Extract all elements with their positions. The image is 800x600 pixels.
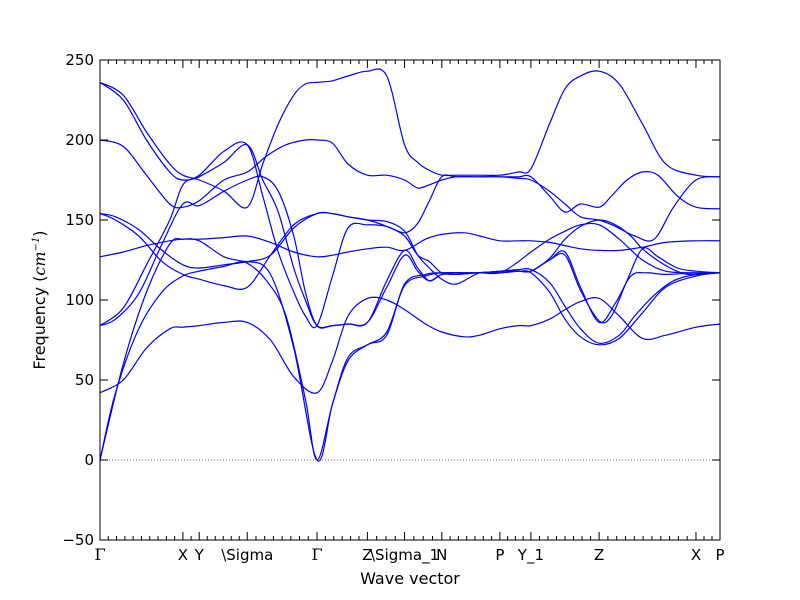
band-line-2 xyxy=(99,237,721,461)
x-tick-label-2: X xyxy=(178,546,188,564)
band-line-6 xyxy=(99,212,721,290)
y-tick-label-50: 50 xyxy=(75,371,94,389)
y-axis-title-text: Frequency ( xyxy=(30,276,49,370)
x-tick-label-7: \Sigma_1 xyxy=(370,546,439,565)
band-line-1 xyxy=(99,260,721,462)
y-axis-title-unit-exponent: −1 xyxy=(31,237,42,252)
band-line-3 xyxy=(99,296,721,394)
band-lines xyxy=(99,68,721,462)
band-line-7 xyxy=(99,211,721,275)
y-tick-label-0: 0 xyxy=(84,451,94,469)
x-tick-label-3: Y xyxy=(194,546,205,564)
y-tick-label-100: 100 xyxy=(65,291,94,309)
band-line-10 xyxy=(99,81,721,329)
x-tick-label-4: \Sigma xyxy=(221,546,273,564)
y-axis-title: Frequency (cm−1) xyxy=(30,230,49,369)
x-axis-ticks: Γ X Y \Sigma Γ Z\Sigma_1N P Y_1 Z X P xyxy=(94,60,725,565)
band-line-11 xyxy=(99,68,721,209)
x-tick-label-6: Z xyxy=(362,546,372,564)
minor-ticks xyxy=(107,60,713,540)
x-axis-title: Wave vector xyxy=(360,569,460,588)
x-tick-label-11: Z xyxy=(594,546,604,564)
y-tick-label-200: 200 xyxy=(65,131,94,149)
x-tick-label-13: P xyxy=(715,546,724,564)
x-tick-label-12: X xyxy=(691,546,701,564)
y-axis-ticks: −50 0 50 100 150 200 250 xyxy=(62,51,720,549)
x-tick-label-9: P xyxy=(495,546,504,564)
band-line-9 xyxy=(99,138,721,213)
band-line-5 xyxy=(99,175,721,329)
y-tick-label--50: −50 xyxy=(62,531,94,549)
band-line-8 xyxy=(99,232,721,258)
x-tick-label-8: N xyxy=(436,546,447,564)
y-axis-title-close: ) xyxy=(30,230,49,236)
band-line-4 xyxy=(99,143,721,329)
y-tick-label-250: 250 xyxy=(65,51,94,69)
x-tick-label-10: Y_1 xyxy=(517,546,544,565)
y-axis-title-unit: cm xyxy=(30,251,49,275)
x-tick-label-1: Γ xyxy=(94,545,105,564)
x-tick-label-5: Γ xyxy=(311,545,322,564)
y-tick-label-150: 150 xyxy=(65,211,94,229)
plot-frame xyxy=(99,59,721,541)
